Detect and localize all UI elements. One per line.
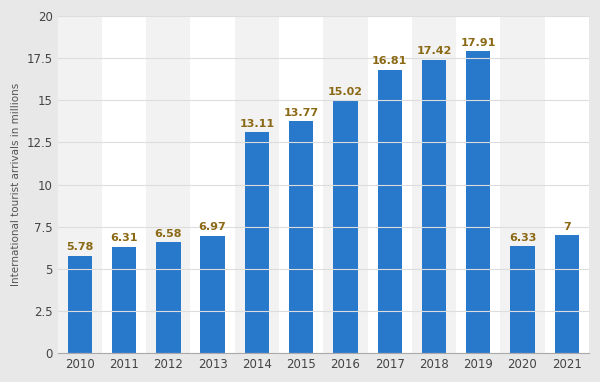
Bar	[146, 16, 190, 353]
Bar	[245, 132, 269, 353]
Text: 6.97: 6.97	[199, 222, 226, 232]
Bar	[235, 16, 279, 353]
Text: 13.77: 13.77	[284, 108, 319, 118]
Bar	[190, 16, 235, 353]
Bar	[466, 51, 490, 353]
Bar	[112, 247, 136, 353]
Bar	[156, 242, 181, 353]
Text: 17.42: 17.42	[416, 46, 452, 56]
Bar	[377, 70, 402, 353]
Bar	[323, 16, 368, 353]
Bar	[68, 256, 92, 353]
Bar	[289, 121, 313, 353]
Bar	[58, 16, 102, 353]
Text: 5.78: 5.78	[66, 242, 94, 252]
Y-axis label: International tourist arrivals in millions: International tourist arrivals in millio…	[11, 83, 21, 286]
Text: 6.31: 6.31	[110, 233, 138, 243]
Bar	[422, 60, 446, 353]
Bar	[333, 100, 358, 353]
Bar	[102, 16, 146, 353]
Text: 6.58: 6.58	[155, 229, 182, 239]
Text: 15.02: 15.02	[328, 87, 363, 97]
Bar	[554, 235, 579, 353]
Bar	[200, 236, 225, 353]
Text: 13.11: 13.11	[239, 119, 274, 129]
Bar	[456, 16, 500, 353]
Text: 16.81: 16.81	[372, 57, 407, 66]
Bar	[368, 16, 412, 353]
Bar	[279, 16, 323, 353]
Bar	[412, 16, 456, 353]
Bar	[545, 16, 589, 353]
Text: 7: 7	[563, 222, 571, 232]
Bar	[500, 16, 545, 353]
Text: 17.91: 17.91	[461, 38, 496, 48]
Bar	[511, 246, 535, 353]
Text: 6.33: 6.33	[509, 233, 536, 243]
